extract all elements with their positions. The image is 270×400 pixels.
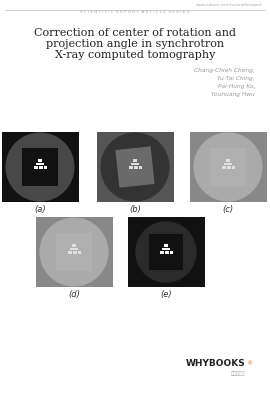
- Text: S C I E N T I F I C  R E P O R T  A R T I C L E  S E R I E S: S C I E N T I F I C R E P O R T A R T I …: [80, 10, 190, 14]
- Bar: [232, 166, 235, 169]
- Text: 书讯图书人: 书讯图书人: [231, 370, 245, 376]
- Bar: [38, 159, 42, 162]
- Bar: [222, 166, 226, 169]
- Text: Chang-Chieh Cheng,: Chang-Chieh Cheng,: [194, 68, 255, 73]
- Bar: [224, 163, 232, 165]
- Bar: [131, 163, 139, 165]
- Bar: [44, 166, 48, 169]
- Text: (b): (b): [129, 205, 141, 214]
- Circle shape: [101, 133, 169, 201]
- Bar: [34, 166, 38, 169]
- Bar: [129, 166, 133, 169]
- Text: Youhuang Hwu: Youhuang Hwu: [211, 92, 255, 97]
- Text: Pai-Hung Ko,: Pai-Hung Ko,: [218, 84, 255, 89]
- Bar: [73, 252, 76, 254]
- Text: ®: ®: [246, 362, 252, 366]
- Bar: [68, 252, 72, 254]
- Bar: [56, 233, 92, 271]
- Bar: [161, 248, 170, 250]
- Bar: [170, 252, 173, 254]
- Bar: [165, 252, 168, 254]
- Circle shape: [136, 222, 196, 282]
- Text: www.nature.com/scientificreport: www.nature.com/scientificreport: [196, 3, 263, 7]
- Text: (e): (e): [160, 290, 172, 299]
- Text: (d): (d): [68, 290, 80, 299]
- Bar: [139, 166, 142, 169]
- Bar: [22, 148, 58, 186]
- Text: (a): (a): [34, 205, 46, 214]
- Bar: [35, 217, 113, 287]
- Bar: [39, 166, 43, 169]
- Bar: [226, 159, 230, 162]
- Bar: [36, 163, 45, 165]
- Bar: [133, 159, 137, 162]
- Bar: [164, 244, 168, 247]
- Bar: [96, 132, 174, 202]
- Bar: [160, 252, 164, 254]
- Circle shape: [194, 133, 262, 201]
- Text: (c): (c): [222, 205, 234, 214]
- Bar: [190, 132, 266, 202]
- Text: WHYBOOKS: WHYBOOKS: [185, 360, 245, 368]
- Bar: [134, 166, 137, 169]
- Bar: [227, 166, 231, 169]
- Circle shape: [40, 218, 108, 286]
- Text: Yu-Tai Ching,: Yu-Tai Ching,: [217, 76, 255, 81]
- Text: X-ray computed tomography: X-ray computed tomography: [55, 50, 215, 60]
- Bar: [2, 132, 79, 202]
- Bar: [115, 146, 155, 188]
- Circle shape: [6, 133, 74, 201]
- Text: Correction of center of rotation and: Correction of center of rotation and: [34, 28, 236, 38]
- Bar: [78, 252, 82, 254]
- Bar: [70, 248, 79, 250]
- Bar: [210, 148, 246, 186]
- Bar: [127, 217, 204, 287]
- Bar: [149, 234, 183, 270]
- Bar: [72, 244, 76, 247]
- Text: projection angle in synchrotron: projection angle in synchrotron: [46, 39, 224, 49]
